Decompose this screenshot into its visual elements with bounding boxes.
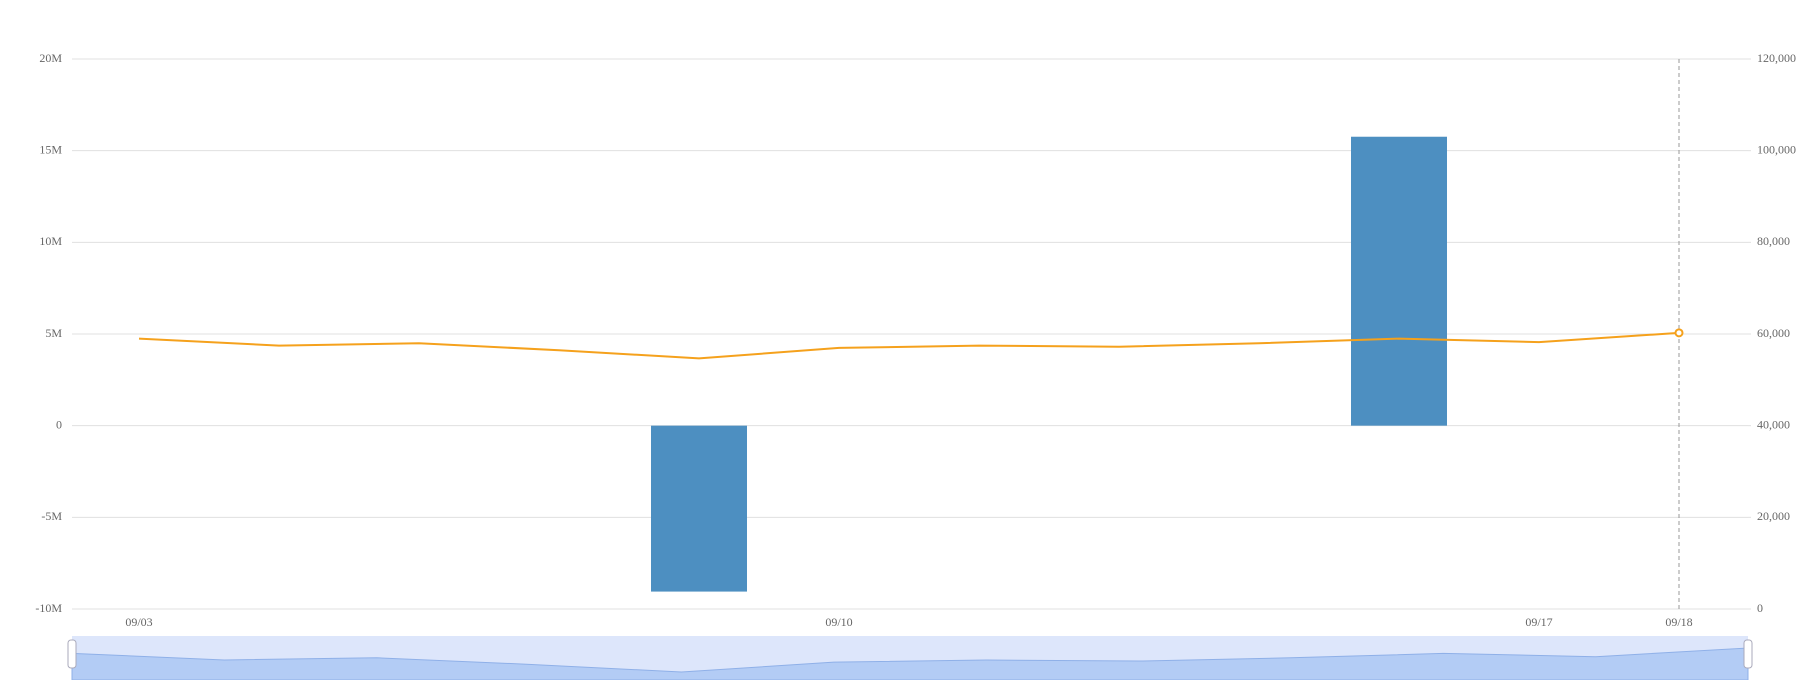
bar <box>1351 136 1447 426</box>
zoom-handle[interactable] <box>1743 639 1753 669</box>
y-tick-label: 20M <box>39 51 62 65</box>
y2-tick-label: 120,000 <box>1757 51 1796 65</box>
zoom-handle[interactable] <box>67 639 77 669</box>
y-tick-label: 15M <box>39 142 62 156</box>
bar <box>651 425 747 592</box>
y2-tick-label: 80,000 <box>1757 234 1790 248</box>
y-tick-label: -5M <box>41 509 62 523</box>
y-tick-label: 5M <box>45 326 62 340</box>
x-tick-label: 09/17 <box>1525 615 1552 629</box>
x-tick-label: 09/18 <box>1665 615 1692 629</box>
y-tick-label: 0 <box>56 417 62 431</box>
y2-tick-label: 40,000 <box>1757 417 1790 431</box>
y2-tick-label: 0 <box>1757 601 1763 615</box>
y-tick-label: 10M <box>39 234 62 248</box>
y2-tick-label: 100,000 <box>1757 142 1796 156</box>
y2-tick-label: 20,000 <box>1757 509 1790 523</box>
zoom-preview <box>71 647 1749 680</box>
line <box>138 331 1680 360</box>
y-tick-label: -10M <box>35 601 62 615</box>
x-tick-label: 09/10 <box>825 615 852 629</box>
y2-tick-label: 60,000 <box>1757 326 1790 340</box>
hover-point <box>1674 328 1684 338</box>
x-tick-label: 09/03 <box>125 615 152 629</box>
